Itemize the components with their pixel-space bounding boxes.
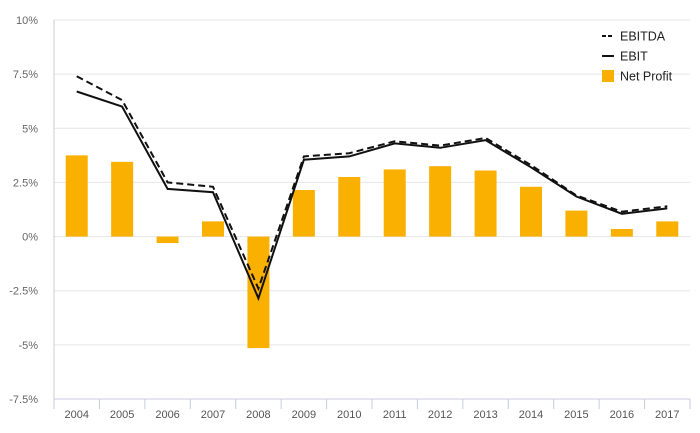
net-profit-bar <box>610 228 633 237</box>
y-tick-label: 2.5% <box>13 177 38 189</box>
legend-label-net-profit[interactable]: Net Profit <box>620 70 673 84</box>
net-profit-bar <box>429 166 452 237</box>
net-profit-bar <box>520 186 542 237</box>
x-tick-label: 2006 <box>155 409 179 421</box>
margin-lines <box>76 75 668 302</box>
net-profit-bar <box>656 221 679 237</box>
y-tick-label: 5% <box>22 123 38 135</box>
legend: EBITDA EBIT Net Profit <box>602 30 673 84</box>
net-profit-bar <box>383 169 406 237</box>
legend-swatch-net-profit[interactable] <box>602 70 614 82</box>
net-profit-bar <box>247 236 270 349</box>
y-tick-label: 10% <box>16 15 38 27</box>
net-profit-bar <box>474 170 497 237</box>
net-profit-bar <box>565 210 588 237</box>
x-tick-label: 2016 <box>610 409 634 421</box>
legend-label-ebitda[interactable]: EBITDA <box>620 30 666 44</box>
net-profit-bar <box>65 155 88 237</box>
grid-lines <box>54 19 690 400</box>
net-profit-bar <box>338 177 361 237</box>
net-profit-bar <box>292 190 315 237</box>
ebitda-line <box>76 75 668 292</box>
net-profit-bar <box>111 161 134 237</box>
y-tick-label: -2.5% <box>9 286 38 298</box>
x-tick-label: 2010 <box>337 409 361 421</box>
net-profit-bar <box>202 221 224 237</box>
tick-labels: 10% 7.5% 5% 2.5% 0% -2.5% -5% -7.5% 2004 2005 2006… <box>9 15 679 421</box>
y-tick-label: -7.5% <box>9 394 38 406</box>
x-tick-label: 2004 <box>64 409 88 421</box>
y-tick-label: 0% <box>22 232 38 244</box>
x-tick-label: 2012 <box>428 409 452 421</box>
net-profit-bars <box>65 155 679 349</box>
x-tick-label: 2015 <box>564 409 588 421</box>
ebit-line <box>76 90 668 302</box>
x-tick-label: 2005 <box>110 409 134 421</box>
y-tick-label: -5% <box>18 340 38 352</box>
axes <box>53 20 691 409</box>
x-tick-label: 2008 <box>246 409 270 421</box>
x-tick-label: 2011 <box>383 409 407 421</box>
net-profit-bar <box>156 236 179 244</box>
x-tick-label: 2014 <box>519 409 543 421</box>
x-tick-label: 2007 <box>201 409 225 421</box>
legend-label-ebit[interactable]: EBIT <box>620 50 648 64</box>
x-tick-label: 2013 <box>473 409 497 421</box>
y-tick-label: 7.5% <box>13 69 38 81</box>
x-tick-label: 2017 <box>655 409 679 421</box>
x-tick-label: 2009 <box>292 409 316 421</box>
